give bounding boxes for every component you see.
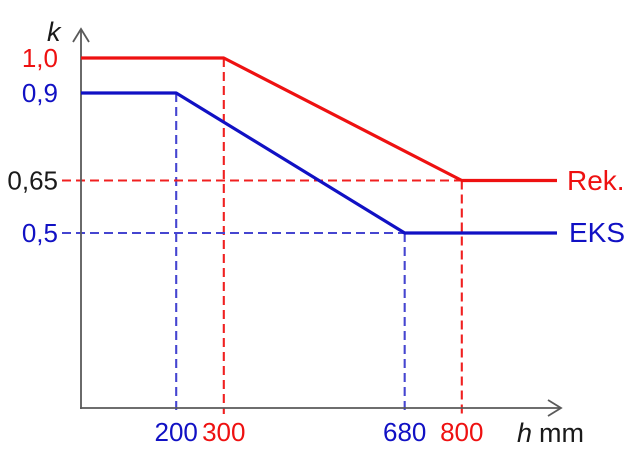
y-tick-label-0,5: 0,5: [22, 218, 58, 248]
x-axis-unit: mm: [539, 418, 585, 448]
x-tick-label-680: 680: [383, 417, 426, 447]
y-tick-label-0,65: 0,65: [7, 166, 58, 196]
x-tick-label-800: 800: [440, 417, 483, 447]
series-label-eks: EKS: [569, 217, 626, 248]
y-axis-arrow-icon: [72, 27, 90, 43]
series-label-rek: Rek.: [567, 165, 625, 196]
y-tick-label-0,9: 0,9: [22, 78, 58, 108]
y-tick-label-1,0: 1,0: [22, 43, 58, 73]
x-tick-label-200: 200: [155, 417, 198, 447]
series-line-eks: [81, 91, 557, 235]
x-axis-label: h mm: [517, 420, 584, 447]
series-line-rek: [81, 56, 557, 183]
y-axis-label: k: [47, 17, 61, 47]
x-axis-arrow-icon: [547, 399, 563, 417]
x-tick-label-300: 300: [202, 417, 245, 447]
x-axis-variable: h: [517, 418, 533, 448]
